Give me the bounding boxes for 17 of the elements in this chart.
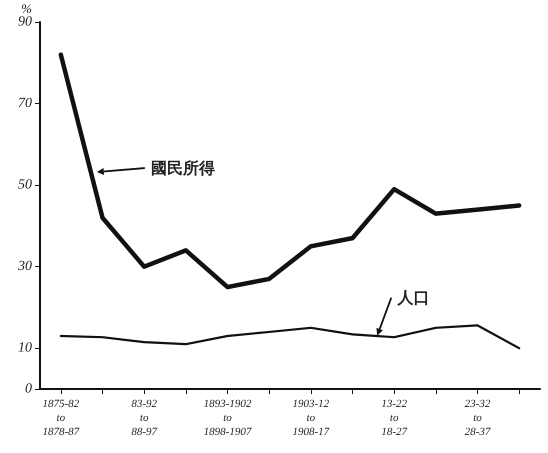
y-tick-label: 90 [18, 14, 32, 30]
y-tick-label: 10 [18, 340, 32, 356]
x-tick-label: 1893-1902 to 1898-1907 [204, 398, 252, 438]
y-tick-label: 0 [25, 382, 32, 396]
y-tick-label: 50 [18, 178, 32, 193]
y-tick-label: 70 [18, 96, 32, 112]
x-tick-label: 13-22 to 18-27 [381, 398, 408, 438]
line-series [60, 324, 520, 350]
y-tick-label: 30 [17, 259, 32, 274]
x-tick-label: 83-92 to 88-97 [131, 398, 158, 438]
series-label: 人口 [396, 288, 430, 308]
legend-label: 國民所得 [150, 158, 215, 178]
x-tick-label: 1875-82 to 1878-87 [42, 398, 80, 438]
x-tick-label: 1903-12 to 1908-17 [292, 398, 330, 438]
line-series [58, 52, 522, 290]
y-axis-title: % [21, 1, 32, 16]
x-tick-label: 23-32 to 28-37 [464, 398, 491, 438]
